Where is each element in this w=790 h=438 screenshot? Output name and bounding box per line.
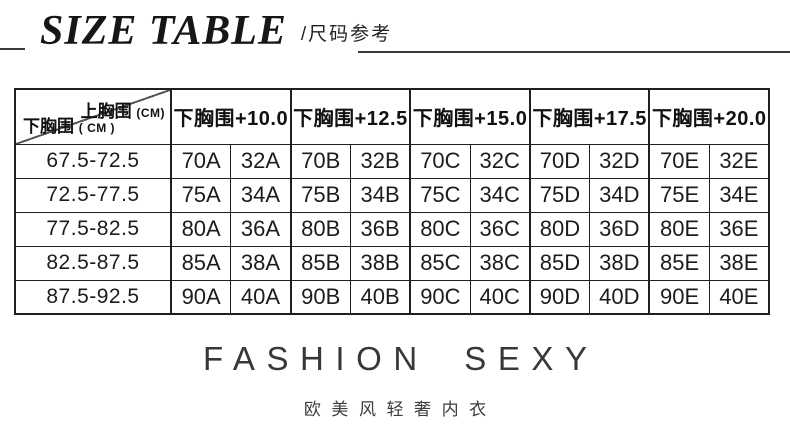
size-cell: 75C [409, 177, 471, 212]
column-header: 下胸围+17.5 [528, 89, 650, 144]
size-cell: 32B [349, 143, 411, 178]
size-cell: 36C [469, 211, 530, 246]
footer: FASHION SEXY 欧美风轻奢内衣 [0, 340, 790, 420]
size-cell: 70A [170, 143, 231, 178]
size-table-body: 67.5-72.5 70A 32A 70B 32B 70C 32C 70D 32D 70E 32E 7… [15, 143, 770, 314]
column-header: 下胸围+20.0 [648, 89, 770, 144]
table-row: 67.5-72.5 70A 32A 70B 32B 70C 32C 70D 32D 70E 32E [15, 143, 770, 178]
size-cell: 38A [230, 245, 291, 280]
size-cell: 70C [409, 143, 471, 178]
column-header: 下胸围+15.0 [409, 89, 530, 144]
title-banner: SIZE TABLE /尺码参考 [0, 0, 790, 88]
underbust-range-cell: 82.5-87.5 [15, 245, 171, 280]
corner-top-label: 上胸围 (CM) [81, 97, 165, 122]
size-cell: 36B [349, 211, 411, 246]
title-rule-left [0, 48, 25, 50]
size-cell: 75B [289, 177, 351, 212]
size-cell: 34C [469, 177, 530, 212]
page-subtitle: /尺码参考 [300, 24, 393, 45]
size-cell: 80E [648, 211, 710, 246]
size-cell: 80A [170, 211, 231, 246]
size-cell: 34B [349, 177, 411, 212]
page-title: SIZE TABLE [40, 8, 287, 54]
table-header-row: 上胸围 (CM) 下胸围 ( CM ) 下胸围+10.0 下胸围+12.5 下胸围+… [15, 89, 770, 144]
size-cell: 75E [648, 177, 710, 212]
column-header: 下胸围+10.0 [170, 89, 291, 144]
size-cell: 85A [170, 245, 231, 280]
overbust-label: 上胸围 [80, 102, 132, 121]
size-cell: 85B [289, 245, 351, 280]
table-row: 72.5-77.5 75A 34A 75B 34B 75C 34C 75D 34D 75E 34E [15, 177, 770, 212]
tagline-text: 欧美风轻奢内衣 [303, 400, 497, 419]
size-cell: 90C [409, 279, 471, 314]
underbust-range-cell: 67.5-72.5 [15, 143, 171, 178]
underbust-unit: ( CM ) [78, 120, 116, 135]
size-table: 上胸围 (CM) 下胸围 ( CM ) 下胸围+10.0 下胸围+12.5 下胸围+… [14, 88, 771, 315]
size-cell: 75A [170, 177, 231, 212]
size-cell: 34D [589, 177, 650, 212]
size-cell: 90D [528, 279, 590, 314]
size-cell: 40D [589, 279, 650, 314]
title-row: SIZE TABLE /尺码参考 [40, 0, 392, 62]
column-header: 下胸围+12.5 [289, 89, 411, 144]
size-cell: 34E [708, 177, 770, 212]
size-cell: 40C [469, 279, 530, 314]
size-cell: 90E [648, 279, 710, 314]
size-cell: 70E [648, 143, 710, 178]
size-cell: 32C [469, 143, 530, 178]
size-cell: 36A [230, 211, 291, 246]
size-cell: 90B [289, 279, 351, 314]
size-cell: 75D [528, 177, 590, 212]
size-cell: 32E [708, 143, 770, 178]
corner-bottom-label: 下胸围 ( CM ) [23, 112, 115, 137]
size-cell: 38C [469, 245, 530, 280]
size-cell: 40B [349, 279, 411, 314]
table-row: 77.5-82.5 80A 36A 80B 36B 80C 36C 80D 36D 80E 36E [15, 211, 770, 246]
size-cell: 40A [230, 279, 291, 314]
size-table-wrap: 上胸围 (CM) 下胸围 ( CM ) 下胸围+10.0 下胸围+12.5 下胸围+… [14, 88, 771, 315]
size-cell: 38B [349, 245, 411, 280]
size-cell: 40E [708, 279, 770, 314]
size-cell: 80D [528, 211, 590, 246]
corner-cell: 上胸围 (CM) 下胸围 ( CM ) [15, 89, 171, 144]
underbust-label: 下胸围 [23, 116, 74, 136]
underbust-range-cell: 72.5-77.5 [15, 177, 171, 212]
size-cell: 85E [648, 245, 710, 280]
size-cell: 90A [170, 279, 231, 314]
size-cell: 34A [230, 177, 291, 212]
size-cell: 85D [528, 245, 590, 280]
size-cell: 80C [409, 211, 471, 246]
underbust-range-cell: 87.5-92.5 [15, 279, 171, 314]
size-cell: 85C [409, 245, 471, 280]
underbust-range-cell: 77.5-82.5 [15, 211, 171, 246]
size-cell: 36D [589, 211, 650, 246]
overbust-unit: (CM) [136, 106, 165, 120]
brand-text: FASHION SEXY [203, 340, 599, 377]
size-cell: 32D [589, 143, 650, 178]
table-row: 87.5-92.5 90A 40A 90B 40B 90C 40C 90D 40D 90E 40E [15, 279, 770, 314]
size-cell: 70D [528, 143, 590, 178]
table-row: 82.5-87.5 85A 38A 85B 38B 85C 38C 85D 38D 85E 38E [15, 245, 770, 280]
size-cell: 38D [589, 245, 650, 280]
title-rule-right [358, 51, 790, 53]
size-cell: 80B [289, 211, 351, 246]
size-cell: 70B [289, 143, 351, 178]
size-cell: 32A [230, 143, 291, 178]
size-cell: 36E [708, 211, 770, 246]
size-cell: 38E [708, 245, 770, 280]
